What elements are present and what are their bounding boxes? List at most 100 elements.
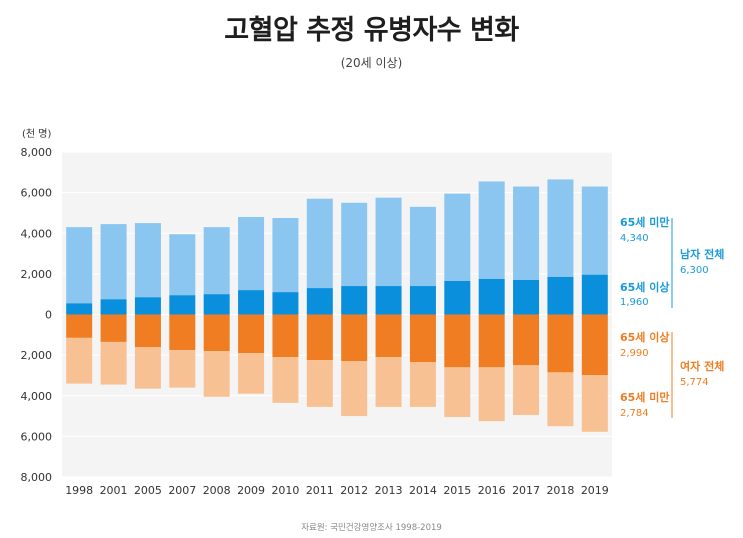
bar-female-under65	[409, 362, 436, 407]
x-tick-label: 2009	[237, 484, 265, 497]
bar-female-under65	[581, 375, 608, 432]
bar-female-over65	[100, 314, 127, 342]
male-total-value: 6,300	[680, 265, 709, 276]
bar-male-over65	[409, 286, 436, 315]
bar-female-over65	[478, 314, 505, 368]
y-tick-label: 4,000	[21, 390, 53, 403]
bar-female-under65	[547, 372, 574, 427]
bar-male-under65	[203, 227, 230, 295]
bar-male-under65	[513, 186, 540, 280]
bar-male-over65	[169, 295, 196, 315]
male-annotations: 65세 미만 4,340 65세 이상 1,960 남자 전체 6,300	[620, 215, 724, 308]
bar-male-over65	[341, 286, 368, 315]
x-tick-label: 2015	[443, 484, 471, 497]
female-over65-label: 65세 이상	[620, 330, 670, 344]
x-tick-label: 2018	[546, 484, 574, 497]
bar-male-over65	[66, 303, 93, 315]
bar-female-under65	[341, 361, 368, 417]
bar-female-over65	[169, 314, 196, 351]
source-note: 자료원: 국민건강영양조사 1998-2019	[301, 523, 442, 533]
female-over65-value: 2,990	[620, 348, 649, 359]
y-tick-label: 2,000	[21, 349, 53, 362]
bar-female-over65	[66, 314, 93, 338]
x-axis-ticks: 1998 2001 2005 2007 2008 2009 2010 2011 2012 2013…	[65, 484, 609, 497]
male-total-label: 남자 전체	[680, 247, 724, 261]
bar-female-over65	[272, 314, 299, 358]
bar-male-under65	[66, 227, 93, 304]
x-tick-label: 2016	[478, 484, 506, 497]
bar-male-over65	[444, 280, 471, 315]
y-tick-label: 6,000	[21, 187, 53, 200]
x-tick-label: 2019	[581, 484, 609, 497]
bar-female-over65	[341, 314, 368, 362]
bars	[66, 179, 608, 432]
male-under65-label: 65세 미만	[620, 215, 670, 229]
bar-male-over65	[238, 290, 265, 315]
x-tick-label: 2017	[512, 484, 540, 497]
bar-male-over65	[581, 274, 608, 315]
bar-male-under65	[306, 198, 333, 289]
bar-male-under65	[478, 181, 505, 279]
bar-female-over65	[444, 314, 471, 368]
bar-female-over65	[547, 314, 574, 373]
bar-male-over65	[547, 276, 574, 315]
bar-female-over65	[375, 314, 402, 358]
bar-male-over65	[513, 279, 540, 315]
chart-subtitle: (20세 이상)	[340, 56, 403, 70]
bar-female-under65	[169, 350, 196, 388]
bar-male-under65	[169, 234, 196, 296]
female-annotations: 65세 이상 2,990 65세 미만 2,784 여자 전체 5,774	[620, 330, 724, 419]
bar-male-under65	[375, 197, 402, 287]
x-tick-label: 2008	[203, 484, 231, 497]
bar-female-under65	[375, 357, 402, 407]
bar-female-under65	[478, 367, 505, 422]
bar-male-over65	[478, 278, 505, 315]
x-tick-label: 2012	[340, 484, 368, 497]
bar-male-under65	[547, 179, 574, 277]
bar-female-over65	[306, 314, 333, 361]
bar-female-under65	[444, 367, 471, 418]
bar-male-under65	[409, 206, 436, 287]
bar-female-over65	[409, 314, 436, 363]
bar-female-over65	[203, 314, 230, 352]
x-tick-label: 2005	[134, 484, 162, 497]
unit-label: (천 명)	[22, 128, 51, 140]
x-tick-label: 2011	[306, 484, 334, 497]
female-total-value: 5,774	[680, 377, 709, 388]
bar-male-under65	[341, 202, 368, 287]
bar-male-under65	[134, 223, 161, 298]
bar-female-under65	[238, 353, 265, 394]
male-over65-label: 65세 이상	[620, 280, 670, 294]
bar-female-under65	[134, 347, 161, 389]
x-tick-label: 1998	[65, 484, 93, 497]
bar-female-over65	[238, 314, 265, 354]
x-tick-label: 2013	[375, 484, 403, 497]
y-tick-label: 0	[45, 309, 52, 322]
chart-title: 고혈압 추정 유병자수 변화	[224, 15, 519, 46]
x-tick-label: 2014	[409, 484, 437, 497]
bar-female-under65	[306, 360, 333, 407]
bar-female-over65	[134, 314, 161, 347]
bar-female-under65	[272, 357, 299, 403]
bar-female-under65	[100, 341, 127, 385]
y-axis-ticks: 8,000 6,000 4,000 2,000 0 2,000 4,000 6,000 8,00…	[21, 146, 53, 484]
x-tick-label: 2007	[168, 484, 196, 497]
female-total-label: 여자 전체	[680, 359, 724, 373]
bar-male-under65	[581, 186, 608, 275]
female-under65-value: 2,784	[620, 408, 649, 419]
y-tick-label: 6,000	[21, 430, 53, 443]
bar-male-under65	[238, 217, 265, 291]
female-under65-label: 65세 미만	[620, 390, 670, 404]
x-tick-label: 2010	[271, 484, 299, 497]
male-over65-value: 1,960	[620, 297, 649, 308]
bar-male-over65	[100, 299, 127, 315]
bar-male-over65	[272, 292, 299, 315]
bar-male-under65	[444, 193, 471, 281]
bar-female-over65	[513, 314, 540, 366]
bar-female-under65	[66, 337, 93, 384]
bar-female-under65	[203, 351, 230, 397]
bar-male-over65	[306, 288, 333, 315]
bar-male-over65	[203, 294, 230, 315]
bar-male-over65	[375, 286, 402, 315]
bar-male-under65	[100, 224, 127, 300]
